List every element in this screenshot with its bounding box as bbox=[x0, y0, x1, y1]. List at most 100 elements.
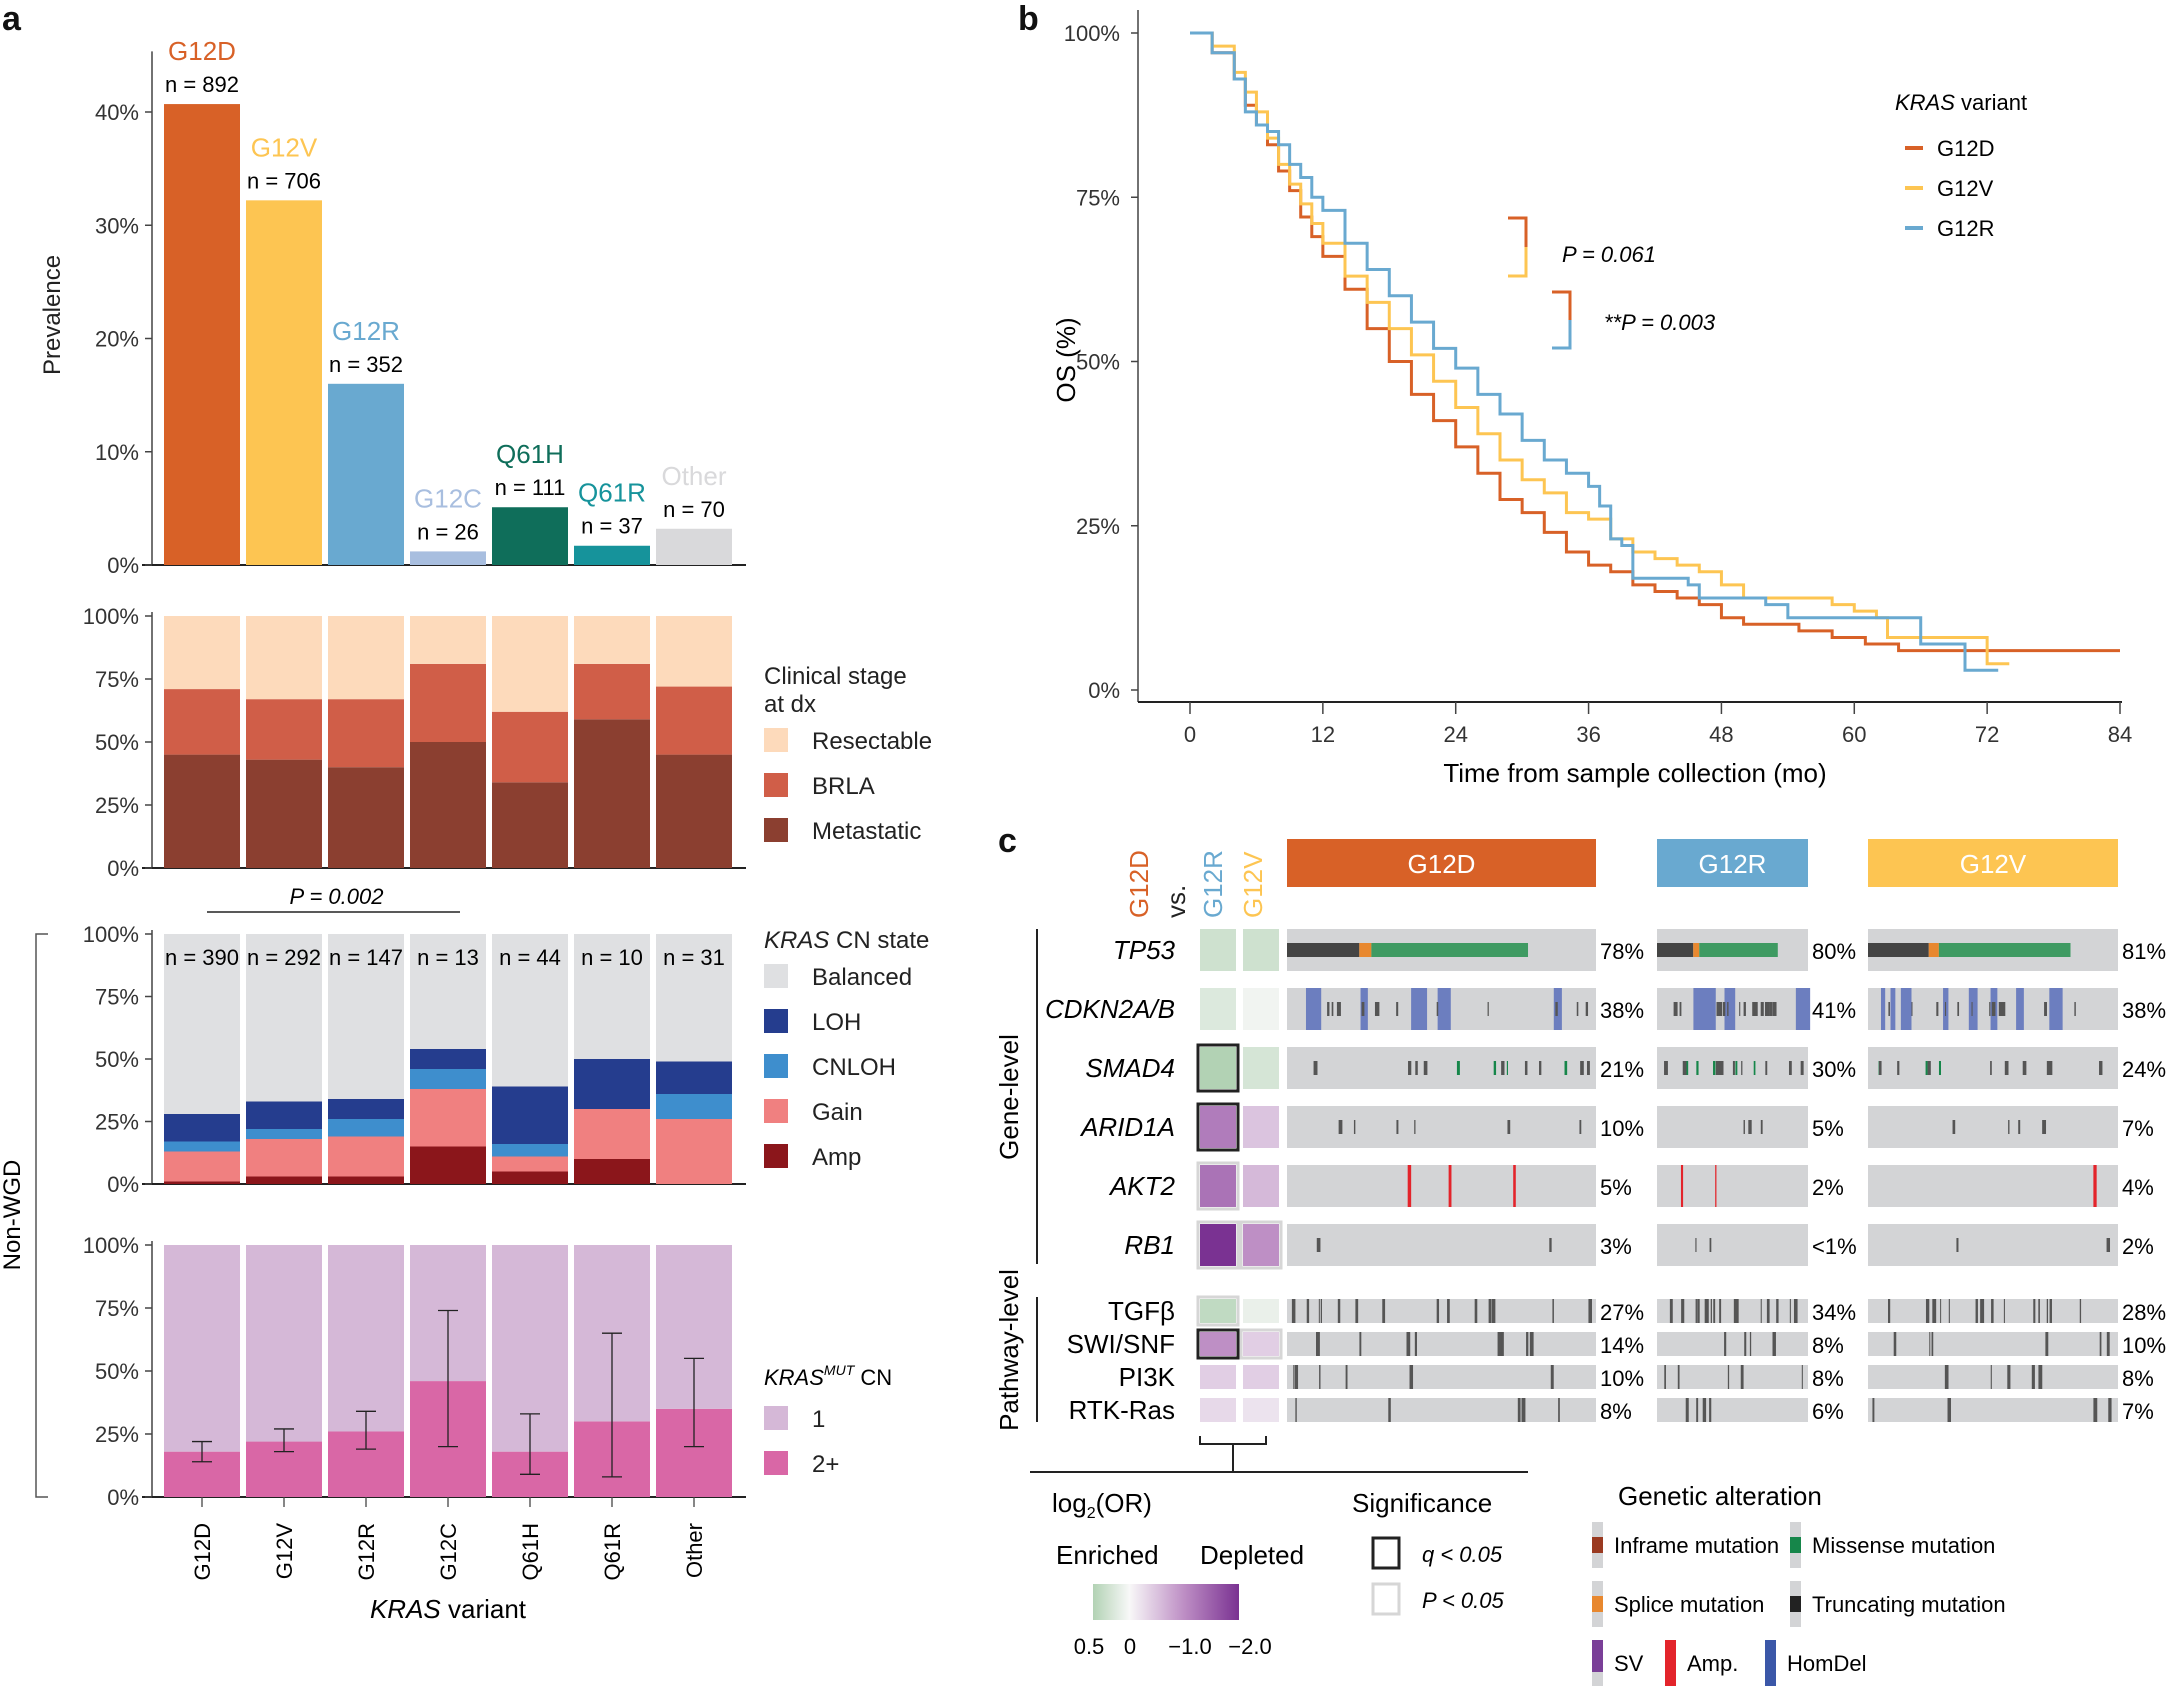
alteration-mark bbox=[1968, 988, 1978, 1030]
alteration-mark bbox=[1696, 1061, 1699, 1075]
frequency-label: 7% bbox=[2122, 1116, 2154, 1141]
alteration-mark bbox=[1553, 988, 1562, 1030]
alteration-mark bbox=[1695, 1238, 1697, 1252]
cn-state-n-label: n = 10 bbox=[581, 945, 643, 970]
alteration-truncating bbox=[1657, 943, 1694, 957]
alteration-mark bbox=[1900, 988, 1912, 1030]
alteration-mark bbox=[1872, 1398, 1875, 1422]
alteration-mark bbox=[1436, 1002, 1439, 1016]
km-pvalue-bracket-bottom bbox=[1552, 320, 1572, 350]
log2or-cell bbox=[1243, 1224, 1279, 1266]
prevalence-y-label: Prevalence bbox=[39, 255, 66, 375]
frequency-label: 21% bbox=[1600, 1057, 1644, 1082]
alteration-missense bbox=[1371, 943, 1529, 957]
alteration-mark bbox=[1743, 1120, 1745, 1134]
cn-state-n-label: n = 147 bbox=[329, 945, 403, 970]
oncoprint-track-g12d bbox=[1287, 1365, 1596, 1389]
km-y-tick-label: 75% bbox=[1076, 185, 1120, 210]
stage-bar-g12c-brla bbox=[410, 663, 486, 742]
frequency-label: 10% bbox=[2122, 1333, 2166, 1358]
stage-bar-other-resectable bbox=[656, 616, 732, 687]
alteration-mark bbox=[1719, 1299, 1722, 1323]
alteration-mark bbox=[2001, 1002, 2006, 1016]
oncoprint-row-label: SMAD4 bbox=[1085, 1053, 1175, 1083]
alteration-mark bbox=[1776, 1299, 1779, 1323]
alteration-mark bbox=[1695, 1299, 1697, 1323]
subscript-2: 2 bbox=[1087, 1505, 1096, 1522]
stage-bar-q61h-brla bbox=[492, 711, 568, 783]
alteration-mark bbox=[1491, 1299, 1496, 1323]
alteration-mark bbox=[1440, 988, 1451, 1030]
oncoprint-track-g12d bbox=[1287, 1332, 1596, 1356]
alteration-mark bbox=[1990, 1365, 1992, 1389]
frequency-label: 8% bbox=[1600, 1399, 1632, 1424]
x-tick-label: G12C bbox=[436, 1523, 461, 1581]
frequency-label: 78% bbox=[1600, 939, 1644, 964]
alteration-mark bbox=[1764, 1002, 1767, 1016]
alteration-mark bbox=[1709, 1398, 1712, 1422]
alteration-mark bbox=[1316, 1238, 1321, 1252]
alteration-mark bbox=[1550, 1365, 1554, 1389]
alteration-mark bbox=[1501, 1061, 1505, 1075]
alteration-mark bbox=[2003, 1299, 2005, 1323]
alteration-mark bbox=[1766, 1002, 1770, 1016]
alteration-mark bbox=[1336, 1002, 1341, 1016]
km-legend-label: G12V bbox=[1937, 176, 1994, 201]
alteration-mark bbox=[1679, 1002, 1682, 1016]
alteration-mark bbox=[1704, 1299, 1708, 1323]
colorbar-left-label: Enriched bbox=[1056, 1540, 1159, 1570]
mut-cn-legend-label: 1 bbox=[812, 1406, 825, 1433]
prevalence-bar-q61r bbox=[574, 545, 650, 565]
km-pvalue-label: **P = 0.003 bbox=[1604, 310, 1716, 335]
frequency-label: 80% bbox=[1812, 939, 1856, 964]
oncoprint-row-label: SWI/SNF bbox=[1067, 1329, 1175, 1359]
frequency-label: 10% bbox=[1600, 1116, 1644, 1141]
oncoprint-track-g12d bbox=[1287, 1224, 1596, 1266]
significance-border-q bbox=[1196, 1328, 1240, 1360]
alteration-mark bbox=[2106, 1332, 2110, 1356]
alteration-mark bbox=[1749, 1332, 1752, 1356]
alteration-mark bbox=[1957, 1002, 1960, 1016]
stage-y-tick-label: 50% bbox=[95, 730, 139, 755]
stage-y-tick-label: 75% bbox=[95, 667, 139, 692]
prevalence-variant-label: G12V bbox=[251, 132, 318, 162]
significance-border-p bbox=[1196, 1295, 1240, 1327]
group-header-g12v bbox=[1868, 839, 2118, 887]
mut-cn-bar-g12r-1 bbox=[328, 1245, 404, 1432]
significance-border-p bbox=[1196, 1161, 1240, 1211]
cn-state-bar-other-gain bbox=[656, 1119, 732, 1184]
cn-state-bar-g12c-amp bbox=[410, 1146, 486, 1184]
colorbar-title: log2(OR) bbox=[1052, 1488, 1152, 1522]
cn-state-n-label: n = 44 bbox=[499, 945, 561, 970]
stage-y-tick-label: 0% bbox=[107, 856, 139, 881]
alteration-mark bbox=[1940, 1299, 1942, 1323]
oncoprint-track-g12v bbox=[1868, 1047, 2118, 1089]
alteration-mark bbox=[1897, 1061, 1900, 1075]
log2or-cell bbox=[1200, 1332, 1236, 1356]
km-x-tick-label: 24 bbox=[1443, 722, 1467, 747]
alteration-mark bbox=[1673, 1002, 1678, 1016]
cn-state-bar-g12v-cnloh bbox=[246, 1129, 322, 1139]
cn-state-bar-g12v-amp bbox=[246, 1176, 322, 1184]
log2or-cell bbox=[1200, 1165, 1236, 1207]
stage-bar-g12c-resectable bbox=[410, 616, 486, 664]
alteration-mark bbox=[1739, 1002, 1741, 1016]
alteration-mark bbox=[1719, 1002, 1723, 1016]
group-header-label: G12R bbox=[1699, 849, 1767, 879]
cn-state-bar-g12r-amp bbox=[328, 1176, 404, 1184]
alteration-mark bbox=[1680, 1165, 1684, 1207]
frequency-label: 30% bbox=[1812, 1057, 1856, 1082]
alteration-mark bbox=[2049, 1061, 2053, 1075]
significance-border-p bbox=[1196, 1220, 1240, 1270]
alteration-mark bbox=[1319, 1365, 1321, 1389]
stage-legend-title: Clinical stage bbox=[764, 663, 907, 690]
alteration-mark bbox=[1382, 1299, 1385, 1323]
alteration-mark bbox=[1948, 1299, 1950, 1323]
alteration-mark bbox=[1715, 1165, 1717, 1207]
prevalence-y-tick-label: 30% bbox=[95, 213, 139, 238]
alteration-mark bbox=[1789, 1299, 1791, 1323]
alteration-legend-label: HomDel bbox=[1787, 1651, 1866, 1676]
oncoprint-track-g12r bbox=[1657, 1332, 1808, 1356]
alteration-mark bbox=[1991, 1299, 1994, 1323]
